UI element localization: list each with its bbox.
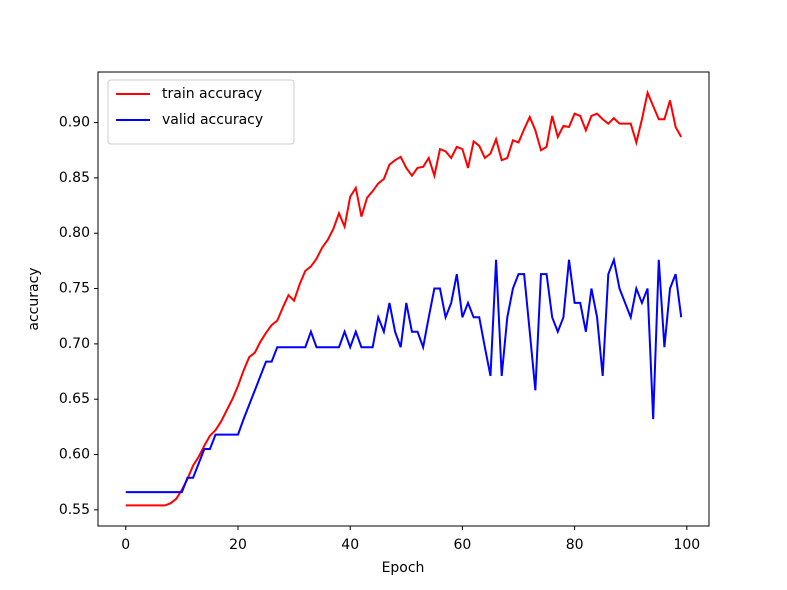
y-tick-label: 0.65 [59,391,90,407]
plot-frame [97,71,710,527]
y-tick-label: 0.85 [59,170,90,186]
y-tick-label: 0.80 [59,225,90,241]
x-axis-label: Epoch [382,560,425,576]
y-tick-label: 0.90 [59,115,90,131]
data-line [125,89,683,507]
y-tick-label: 0.70 [59,336,90,352]
x-tick-label: 40 [341,537,359,553]
y-tick-label: 0.75 [59,281,90,297]
x-tick-label: 60 [453,537,471,553]
y-tick-label: 0.60 [59,447,90,463]
legend-label: train accuracy [162,86,262,102]
legend-label: valid accuracy [162,112,263,128]
x-tick-label: 0 [121,537,130,553]
y-tick-label: 0.55 [59,502,90,518]
x-tick-label: 80 [566,537,584,553]
x-tick-label: 100 [673,537,700,553]
y-axis-label: accuracy [26,267,42,330]
legend-box [107,79,295,145]
data-line [125,256,683,494]
x-tick-label: 20 [229,537,247,553]
